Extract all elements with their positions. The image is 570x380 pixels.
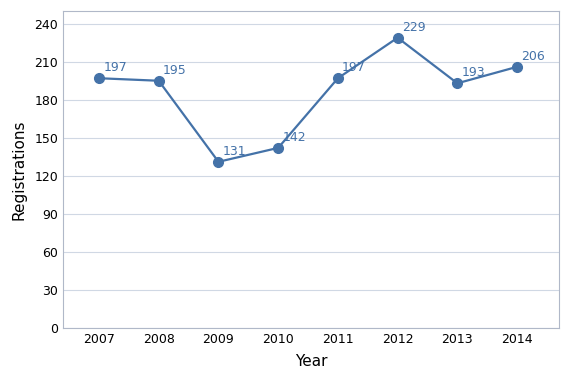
- Text: 197: 197: [103, 61, 127, 74]
- Text: 195: 195: [163, 64, 186, 77]
- Y-axis label: Registrations: Registrations: [11, 119, 26, 220]
- Text: 206: 206: [521, 50, 545, 63]
- Text: 131: 131: [223, 145, 246, 158]
- Text: 193: 193: [462, 66, 485, 79]
- Text: 229: 229: [402, 21, 425, 34]
- Text: 142: 142: [282, 131, 306, 144]
- Text: 197: 197: [342, 61, 366, 74]
- X-axis label: Year: Year: [295, 354, 327, 369]
